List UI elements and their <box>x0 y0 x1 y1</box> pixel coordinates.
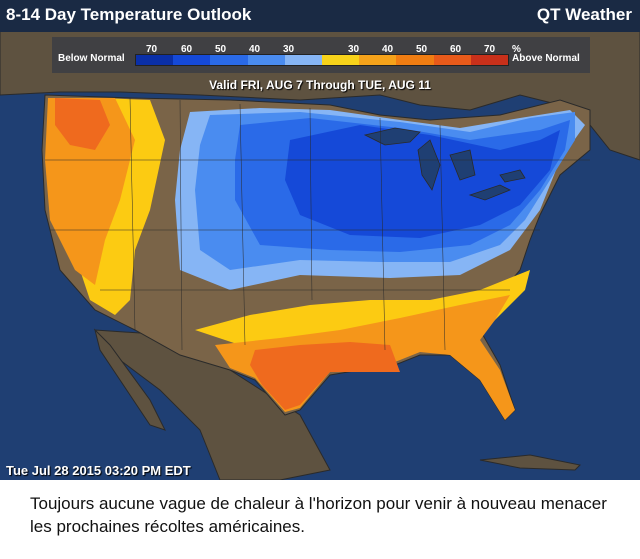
legend-tick: 30 <box>283 44 295 55</box>
great-lakes <box>363 127 526 201</box>
caption: Toujours aucune vague de chaleur à l'hor… <box>30 494 607 536</box>
legend-swatch <box>322 55 360 65</box>
legend-tick: 50 <box>215 44 227 55</box>
legend-swatch <box>470 55 509 65</box>
legend-color-bar <box>135 54 509 66</box>
legend-swatch <box>396 55 434 65</box>
west-warm-strong <box>55 98 110 150</box>
legend-swatch <box>284 55 323 65</box>
brand-label: QT Weather <box>536 5 632 24</box>
legend-tick: 50 <box>416 44 428 55</box>
legend-tick: 70 <box>484 44 496 55</box>
legend-swatch <box>210 55 248 65</box>
legend-swatch <box>359 55 397 65</box>
south-warm-strong <box>250 342 400 410</box>
legend-below-label: Below Normal <box>58 53 125 64</box>
legend-tick: 60 <box>450 44 462 55</box>
page-title: 8-14 Day Temperature Outlook <box>6 5 252 24</box>
legend-tick: 70 <box>146 44 158 55</box>
legend-tick: 40 <box>382 44 394 55</box>
state-borders <box>45 97 590 351</box>
legend-swatch <box>247 55 285 65</box>
legend-tick: 30 <box>348 44 360 55</box>
map-frame: 8-14 Day Temperature Outlook QT Weather … <box>0 0 640 480</box>
west-warm-light <box>80 98 165 315</box>
legend-swatch <box>173 55 211 65</box>
outlook-map <box>0 29 640 480</box>
valid-period: Valid FRI, AUG 7 Through TUE, AUG 11 <box>209 78 431 92</box>
legend-swatch <box>433 55 471 65</box>
legend-unit: % <box>512 44 521 55</box>
issued-timestamp: Tue Jul 28 2015 03:20 PM EDT <box>6 463 191 478</box>
baja-land <box>94 328 166 431</box>
legend-tick: 60 <box>181 44 193 55</box>
legend-above-label: Above Normal <box>512 53 580 64</box>
cuba-land <box>479 454 582 471</box>
header-bar: 8-14 Day Temperature Outlook QT Weather <box>0 0 640 32</box>
legend-tick: 40 <box>249 44 261 55</box>
legend-swatch <box>136 55 174 65</box>
cool-core <box>285 125 560 238</box>
west-warm-mid <box>45 98 135 285</box>
